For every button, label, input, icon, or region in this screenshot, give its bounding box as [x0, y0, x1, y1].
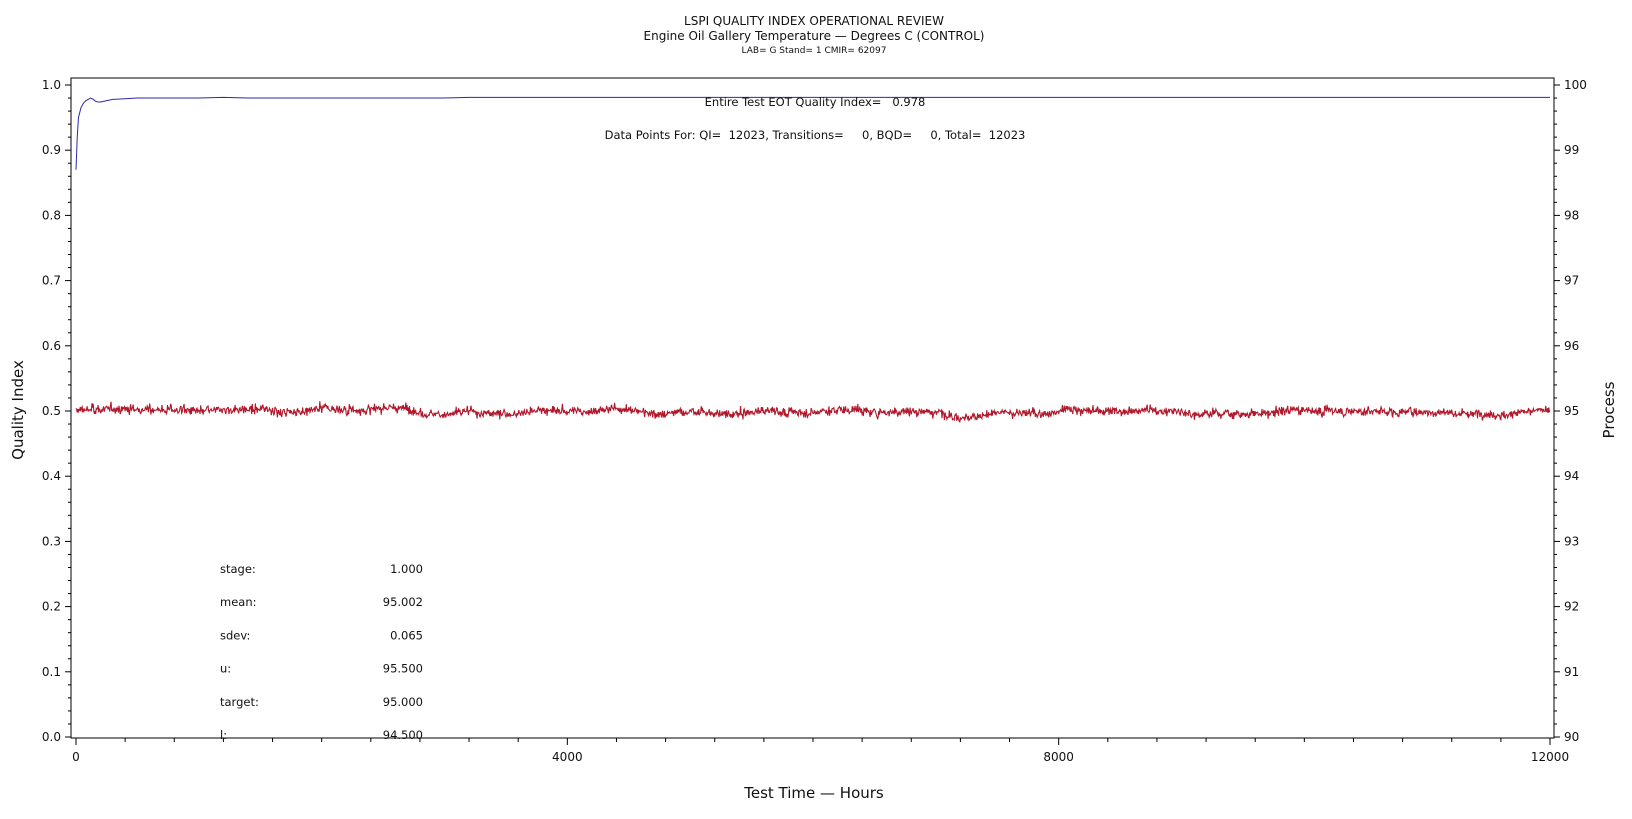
- y-right-tick-label: 98: [1564, 208, 1579, 222]
- x-tick-label: 8000: [1043, 750, 1074, 764]
- y-right-tick-label: 99: [1564, 143, 1579, 157]
- y-right-tick-label: 90: [1564, 730, 1579, 744]
- y-left-tick-label: 0.1: [42, 665, 61, 679]
- stats-value: 1.000: [390, 562, 423, 576]
- stats-label: target:: [220, 695, 259, 709]
- stats-value: 95.002: [383, 595, 423, 609]
- stats-label: mean:: [220, 595, 257, 609]
- stats-label: l:: [220, 728, 227, 742]
- chart-title: LSPI QUALITY INDEX OPERATIONAL REVIEW: [684, 14, 944, 28]
- y-left-tick-label: 0.0: [42, 730, 61, 744]
- y-left-tick-label: 0.8: [42, 208, 61, 222]
- x-tick-label: 4000: [552, 750, 583, 764]
- y-right-tick-label: 92: [1564, 600, 1579, 614]
- y-left-tick-label: 0.7: [42, 274, 61, 288]
- stats-value: 94.500: [383, 728, 423, 742]
- chart-subtitle: Engine Oil Gallery Temperature — Degrees…: [644, 29, 985, 43]
- stats-table: stage: 1.000 mean: 95.002 sdev: 0.065 u: 95.500…: [220, 562, 423, 742]
- quality-index-line: [75, 96, 1550, 170]
- stats-label: stage:: [220, 562, 256, 576]
- stats-value: 95.000: [383, 695, 423, 709]
- y-right-tick-label: 96: [1564, 339, 1579, 353]
- y-left-tick-label: 0.9: [42, 143, 61, 157]
- y-right-tick-label: 100: [1564, 78, 1587, 92]
- x-tick-label: 12000: [1531, 750, 1569, 764]
- stats-row: l: 94.500: [220, 728, 423, 742]
- points-annotation: Data Points For: QI= 12023, Transitions=…: [605, 128, 1026, 142]
- y-right-tick-label: 94: [1564, 469, 1579, 483]
- axes-layer: 0.0 0.1 0.2 0.3 0.4 0.5 0.6 0.7 0.8 0.9 1.0 90 91 92 9…: [42, 78, 1587, 764]
- series-layer: [75, 96, 1551, 423]
- y-left-tick-label: 0.5: [42, 404, 61, 418]
- y-right-tick-label: 97: [1564, 274, 1579, 288]
- process-line: [75, 401, 1551, 423]
- y-right-tick-label: 95: [1564, 404, 1579, 418]
- stats-row: sdev: 0.065: [220, 628, 423, 642]
- y-right-tick-label: 91: [1564, 665, 1579, 679]
- y-left-tick-label: 0.3: [42, 534, 61, 548]
- y-left-tick-label: 0.6: [42, 339, 61, 353]
- y-axis-label-right: Process: [1600, 381, 1618, 438]
- y-right-tick-label: 93: [1564, 534, 1579, 548]
- stats-row: stage: 1.000: [220, 562, 423, 576]
- stats-row: mean: 95.002: [220, 595, 423, 609]
- stats-row: target: 95.000: [220, 695, 423, 709]
- y-axis-label-left: Quality Index: [9, 360, 27, 460]
- y-left-tick-label: 0.4: [42, 469, 61, 483]
- qi-annotation: Entire Test EOT Quality Index= 0.978: [705, 95, 926, 109]
- stats-label: sdev:: [220, 628, 250, 642]
- y-left-tick-label: 0.2: [42, 600, 61, 614]
- chart-subtitle-2: LAB= G Stand= 1 CMIR= 62097: [742, 46, 887, 56]
- x-tick-label: 0: [72, 750, 80, 764]
- stats-value: 0.065: [390, 628, 423, 642]
- y-left-tick-label: 1.0: [42, 78, 61, 92]
- stats-label: u:: [220, 662, 231, 676]
- stats-value: 95.500: [383, 662, 423, 676]
- x-axis-label: Test Time — Hours: [743, 784, 884, 802]
- stats-row: u: 95.500: [220, 662, 423, 676]
